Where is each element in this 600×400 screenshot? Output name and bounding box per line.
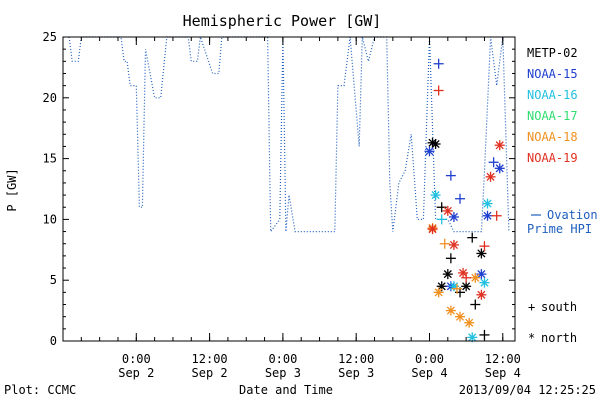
- marker-noaa-16-north: [430, 190, 441, 201]
- y-tick-label: 0: [50, 334, 57, 348]
- legend-item-noaa-17: NOAA-17: [527, 109, 578, 123]
- x-tick-date: Sep 2: [118, 366, 154, 380]
- marker-noaa-19-south: [491, 210, 502, 221]
- legend: METP-02 NOAA-15 NOAA-16 NOAA-17 NOAA-18 NOAA-…: [527, 46, 598, 345]
- x-tick-date: Sep 4: [411, 366, 447, 380]
- marker-noaa-19-north: [442, 205, 453, 216]
- x-tick-label: 0:00: [415, 352, 444, 366]
- y-tick-label: 25: [43, 30, 57, 44]
- legend-ovation-label: Ovation: [547, 208, 598, 222]
- marker-metp-02-north: [476, 248, 487, 259]
- chart-title: Hemispheric Power [GW]: [183, 12, 382, 30]
- marker-noaa-18-north: [433, 287, 444, 298]
- marker-noaa-18-north: [445, 305, 456, 316]
- ovation-hpi-line: [68, 36, 510, 234]
- legend-item-noaa-19: NOAA-19: [527, 151, 578, 165]
- marker-noaa-19-north: [448, 239, 459, 250]
- marker-metp-02-north: [430, 139, 441, 150]
- marker-noaa-18-south: [439, 238, 450, 249]
- x-tick-label: 12:00: [485, 352, 521, 366]
- marker-metp-02-south: [445, 253, 456, 264]
- legend-ovation-label-2: Prime HPI: [527, 222, 592, 236]
- x-axis-label: Date and Time: [239, 383, 333, 397]
- legend-north-symbol: *: [528, 331, 535, 345]
- marker-noaa-19-south: [479, 241, 490, 252]
- x-tick-date: Sep 3: [338, 366, 374, 380]
- marker-noaa-19-north: [494, 140, 505, 151]
- marker-noaa-15-south: [488, 157, 499, 168]
- ovation-series: [68, 36, 510, 234]
- legend-item-metp-02: METP-02: [527, 46, 578, 60]
- y-axis-label: P [GW]: [5, 168, 19, 211]
- plot-frame: [62, 36, 516, 342]
- y-tick-label: 10: [43, 212, 57, 226]
- marker-noaa-19-north: [427, 224, 438, 235]
- x-tick-label: 0:00: [268, 352, 297, 366]
- marker-metp-02-south: [470, 299, 481, 310]
- marker-noaa-15-north: [448, 211, 459, 222]
- marker-noaa-19-south: [461, 272, 472, 283]
- marker-noaa-19-north: [476, 289, 487, 300]
- marker-noaa-15-south: [455, 193, 466, 204]
- marker-metp-02-north: [442, 269, 453, 280]
- marker-noaa-19-north: [485, 171, 496, 182]
- plot-credit: Plot: CCMC: [4, 383, 76, 397]
- y-tick-label: 20: [43, 91, 57, 105]
- legend-south-label: south: [541, 300, 577, 314]
- y-tick-label: 5: [50, 273, 57, 287]
- marker-metp-02-north: [461, 281, 472, 292]
- marker-noaa-15-north: [482, 210, 493, 221]
- y-tick-label: 15: [43, 152, 57, 166]
- legend-item-noaa-18: NOAA-18: [527, 130, 578, 144]
- marker-metp-02-south: [467, 232, 478, 243]
- x-tick-date: Sep 4: [485, 366, 521, 380]
- legend-item-noaa-15: NOAA-15: [527, 67, 578, 81]
- marker-noaa-18-north: [470, 272, 481, 283]
- x-tick-date: Sep 3: [265, 366, 301, 380]
- legend-item-noaa-16: NOAA-16: [527, 88, 578, 102]
- legend-north-label: north: [541, 331, 577, 345]
- legend-south-symbol: +: [528, 300, 535, 314]
- x-tick-label: 12:00: [338, 352, 374, 366]
- marker-noaa-16-north: [482, 198, 493, 209]
- x-tick-label: 0:00: [122, 352, 151, 366]
- x-tick-label: 12:00: [192, 352, 228, 366]
- marker-noaa-15-north: [424, 146, 435, 157]
- marker-noaa-18-north: [464, 317, 475, 328]
- marker-noaa-15-south: [445, 170, 456, 181]
- timestamp: 2013/09/04 12:25:25: [459, 383, 596, 397]
- marker-noaa-18-south: [451, 283, 462, 294]
- x-tick-date: Sep 2: [192, 366, 228, 380]
- marker-noaa-16-south: [436, 214, 447, 225]
- marker-noaa-15-south: [433, 58, 444, 69]
- marker-noaa-15-north: [494, 163, 505, 174]
- marker-noaa-16-north: [479, 277, 490, 288]
- observation-markers: [424, 58, 505, 343]
- marker-noaa-18-north: [455, 311, 466, 322]
- marker-noaa-19-south: [433, 85, 444, 96]
